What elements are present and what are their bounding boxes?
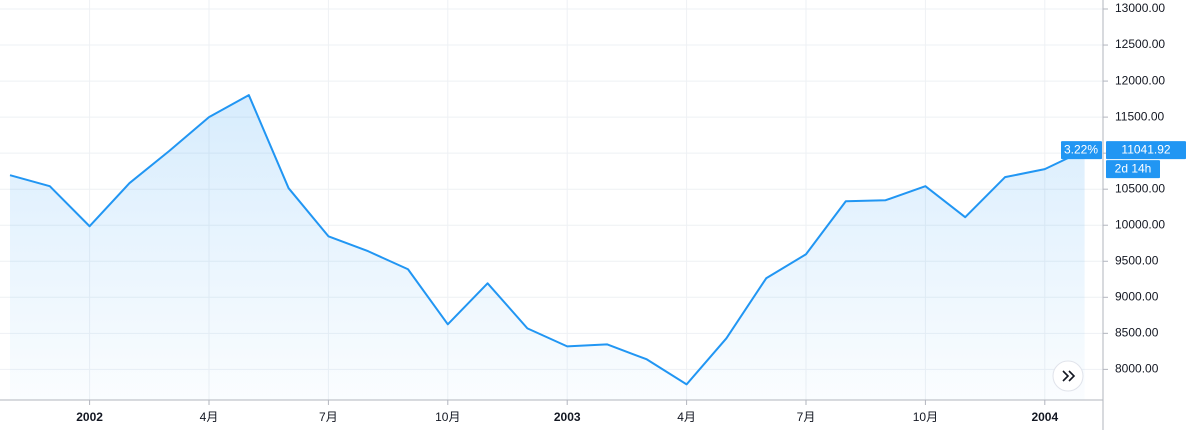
x-tick-label: 10月: [435, 410, 460, 424]
y-tick-label: 8500.00: [1115, 326, 1159, 340]
x-tick-label: 2003: [554, 410, 581, 424]
y-tick-label: 10000.00: [1115, 217, 1165, 231]
x-tick-label: 10月: [913, 410, 938, 424]
y-tick-label: 10500.00: [1115, 181, 1165, 195]
countdown-box: [1106, 160, 1160, 179]
x-tick-label: 4月: [677, 410, 696, 424]
line: [9, 94, 1086, 386]
x-tick-label: 2002: [76, 410, 103, 424]
change-box: [1061, 141, 1102, 160]
y-tick-label: 12000.00: [1115, 73, 1165, 87]
y-tick-label: 12500.00: [1115, 37, 1165, 51]
change-label: 3.22%: [1064, 142, 1098, 156]
x-tick-label: 7月: [319, 410, 338, 424]
y-tick-label: 9000.00: [1115, 289, 1159, 303]
scroll-button[interactable]: [1052, 360, 1084, 392]
y-tick-label: 13000.00: [1115, 1, 1165, 15]
x-tick-label: 7月: [797, 410, 816, 424]
scroll-button-icon[interactable]: [1062, 370, 1076, 382]
last-price-label: 11041.92: [1121, 142, 1170, 156]
y-tick-label: 11500.00: [1115, 109, 1164, 123]
area-fill: [10, 95, 1085, 401]
axes: 8000.00 8500.00 9000.00 9500.00 10000.00 1050…: [76, 1, 1186, 424]
last-price-box: [1106, 141, 1186, 160]
x-tick-label: 2004: [1031, 410, 1058, 424]
y-tick-label: 9500.00: [1115, 253, 1159, 267]
y-tick-label: 8000.00: [1115, 362, 1159, 376]
countdown-label: 2d 14h: [1115, 161, 1152, 175]
plot: [9, 94, 1086, 401]
x-tick-label: 4月: [200, 410, 219, 424]
